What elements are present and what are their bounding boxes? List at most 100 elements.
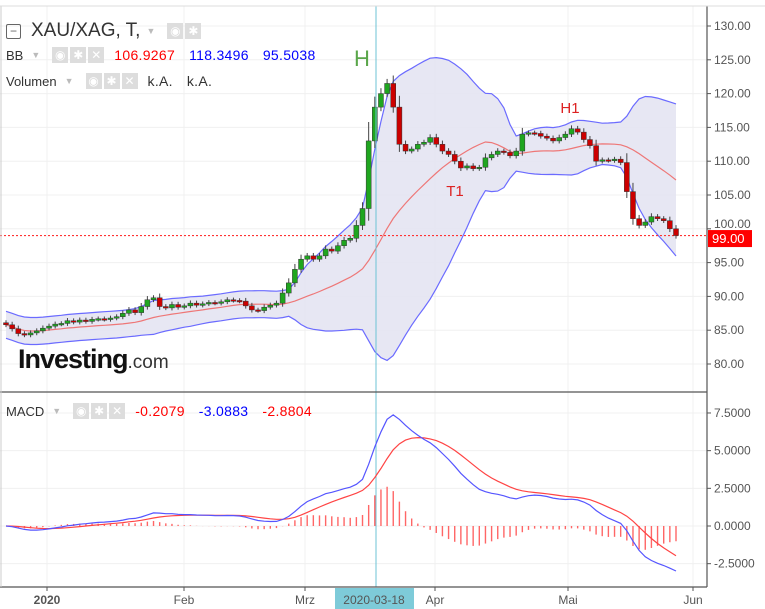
candle-body (660, 218, 667, 221)
caret-down-icon[interactable]: ▼ (64, 76, 74, 86)
eye-icon[interactable]: ◉ (85, 73, 102, 89)
candle-body (353, 225, 360, 239)
candle (107, 315, 114, 322)
candle-body (550, 137, 556, 142)
price-axis[interactable]: 130.00 125.00 120.00 115.00 110.00 105.00 100.… (707, 19, 751, 371)
candle-body (212, 302, 218, 305)
candle-body (236, 300, 243, 303)
bollinger-bands (5, 56, 677, 362)
candle (175, 301, 181, 310)
candle (353, 220, 360, 243)
macd-label[interactable]: MACD (6, 403, 45, 419)
volume-value-2: k.A. (186, 73, 213, 89)
candle-body (605, 159, 612, 162)
price-tick-label: 100.00 (714, 217, 751, 231)
time-axis[interactable]: 2020 Feb Mrz Apr Mai Jun 2020-03-18 (34, 587, 703, 609)
caret-down-icon[interactable]: ▼ (146, 26, 156, 36)
caret-down-icon[interactable]: ▼ (52, 406, 62, 416)
candle-body (21, 333, 28, 336)
candle-body (218, 301, 224, 304)
collapse-icon[interactable]: − (6, 23, 21, 39)
candle-body (488, 154, 495, 159)
candle-body (150, 297, 157, 301)
price-tick-label: 105.00 (714, 188, 751, 202)
candle (70, 318, 77, 325)
candle-body (304, 255, 310, 260)
candle-body (193, 302, 200, 306)
candle (273, 300, 280, 308)
candle-body (519, 133, 526, 152)
candle-body (273, 302, 280, 306)
candle (58, 321, 65, 327)
candle-body (365, 140, 372, 209)
candle-body (611, 158, 618, 161)
candle-body (673, 228, 679, 236)
volume-legend: Volumen ▼ ◉ ✱ ✕ k.A. k.A. (6, 73, 212, 89)
candle-body (126, 309, 132, 314)
close-icon[interactable]: ✕ (109, 403, 126, 419)
bb-label[interactable]: BB (6, 47, 24, 63)
candle (359, 202, 366, 230)
macd-axis[interactable]: 7.5000 5.0000 2.5000 0.0000 -2.5000 (707, 406, 755, 571)
candle (335, 242, 341, 254)
candle-body (156, 297, 163, 307)
candle (599, 157, 605, 164)
candle (341, 236, 347, 249)
close-icon[interactable]: ✕ (88, 47, 105, 63)
candle (587, 136, 593, 149)
candle-body (636, 218, 642, 226)
candle (255, 307, 261, 313)
candle-body (439, 144, 446, 152)
candle (654, 214, 661, 221)
price-tick-label: 85.00 (714, 323, 744, 337)
symbol-title[interactable]: XAU/XAG, T, (31, 20, 141, 41)
candle-body (445, 150, 452, 155)
candle-body (587, 139, 593, 146)
candle (617, 156, 624, 166)
close-icon[interactable]: ✕ (121, 73, 138, 89)
macd-value: -3.0883 (198, 403, 249, 419)
candle-body (482, 157, 489, 168)
candle-body (163, 306, 169, 309)
bb-lower-line (5, 163, 677, 362)
time-tick-label: Jun (683, 593, 702, 607)
volume-label[interactable]: Volumen (6, 73, 57, 89)
candle (451, 150, 458, 165)
candle-body (113, 316, 120, 319)
candle-body (279, 292, 286, 304)
gear-icon[interactable]: ✱ (70, 47, 87, 63)
candle-body (70, 320, 77, 323)
candle (329, 246, 335, 254)
gear-icon[interactable]: ✱ (185, 23, 202, 39)
candle-body (261, 306, 267, 311)
bb-middle-value: 106.9267 (114, 47, 176, 63)
candle-body (458, 160, 464, 169)
candle (27, 330, 34, 338)
gear-icon[interactable]: ✱ (91, 403, 108, 419)
candle (77, 317, 83, 325)
candle-body (359, 208, 366, 226)
candle (267, 302, 274, 310)
candle (212, 300, 218, 306)
candle (292, 263, 298, 287)
candle (144, 296, 151, 310)
candle-body (494, 150, 501, 155)
macd-tick-label: 0.0000 (714, 519, 751, 533)
candle-body (286, 282, 292, 294)
gear-icon[interactable]: ✱ (103, 73, 120, 89)
caret-down-icon[interactable]: ▼ (31, 50, 41, 60)
candle (261, 304, 267, 314)
candle (347, 235, 353, 243)
candle (538, 130, 544, 139)
eye-icon[interactable]: ◉ (73, 403, 90, 419)
candle (648, 213, 655, 225)
bb-upper-line (5, 56, 677, 319)
time-tick-label: Apr (426, 593, 445, 607)
candle-body (654, 216, 661, 219)
candle (605, 157, 612, 163)
candle-body (169, 304, 175, 309)
eye-icon[interactable]: ◉ (167, 23, 184, 39)
candle (482, 153, 489, 171)
eye-icon[interactable]: ◉ (52, 47, 69, 63)
